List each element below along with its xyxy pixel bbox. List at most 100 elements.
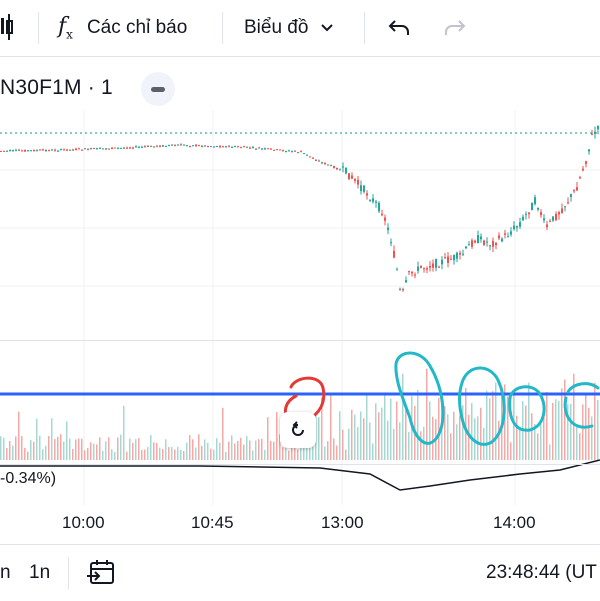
volume-bar bbox=[162, 448, 164, 460]
volume-bar bbox=[552, 402, 554, 460]
volume-bar bbox=[240, 437, 242, 460]
volume-bar bbox=[117, 437, 119, 460]
candle-body bbox=[495, 242, 497, 246]
candle-body bbox=[90, 148, 92, 150]
candle-body bbox=[246, 146, 248, 148]
candle-body bbox=[135, 146, 137, 148]
range-button[interactable]: n bbox=[0, 562, 11, 583]
volume-bar bbox=[321, 397, 323, 460]
candle-body bbox=[51, 149, 53, 151]
volume-bar bbox=[459, 415, 461, 460]
volume-bar bbox=[381, 407, 383, 460]
candle-body bbox=[213, 146, 215, 148]
candle-body bbox=[507, 236, 509, 238]
candle-body bbox=[372, 198, 374, 202]
volume-bar bbox=[528, 382, 530, 460]
volume-bar bbox=[213, 449, 215, 460]
annotation-drawings bbox=[283, 351, 600, 446]
candle-body bbox=[114, 147, 116, 149]
candle-body bbox=[408, 271, 410, 273]
candle-body bbox=[435, 259, 437, 268]
candle-body bbox=[156, 145, 158, 147]
calendar-goto-icon[interactable] bbox=[86, 545, 116, 601]
indicators-button[interactable]: fx Các chỉ báo bbox=[58, 0, 187, 56]
volume-bar bbox=[30, 440, 32, 460]
volume-bar bbox=[234, 443, 236, 460]
volume-bar bbox=[219, 442, 221, 460]
volume-bar bbox=[573, 373, 575, 460]
candle-body bbox=[195, 144, 197, 146]
volume-bar bbox=[57, 436, 59, 460]
candle-body bbox=[315, 160, 317, 162]
candle-body bbox=[228, 145, 230, 147]
candle-body bbox=[420, 265, 422, 268]
volume-bar bbox=[345, 449, 347, 460]
undo-icon[interactable] bbox=[386, 0, 412, 56]
candle-body bbox=[300, 151, 302, 153]
candle-body bbox=[222, 146, 224, 148]
volume-bar bbox=[24, 447, 26, 460]
volume-bar bbox=[390, 398, 392, 460]
volume-bar bbox=[45, 445, 47, 460]
candle-body bbox=[579, 177, 581, 179]
redo-icon[interactable] bbox=[442, 0, 468, 56]
candle-body bbox=[150, 145, 152, 147]
price-candles bbox=[0, 125, 599, 292]
candle-body bbox=[378, 202, 380, 212]
toolbar-divider bbox=[38, 12, 39, 44]
volume-bar bbox=[204, 439, 206, 460]
candle-body bbox=[558, 212, 560, 215]
volume-bar bbox=[237, 440, 239, 460]
candle-body bbox=[528, 212, 530, 215]
candle-body bbox=[483, 240, 485, 245]
volume-bar bbox=[594, 382, 596, 460]
candles-icon[interactable] bbox=[0, 0, 16, 56]
volume-bar bbox=[15, 436, 17, 460]
candle-body bbox=[117, 147, 119, 149]
volume-bar bbox=[567, 404, 569, 460]
candle-body bbox=[234, 146, 236, 148]
time-label: 10:00 bbox=[62, 513, 105, 532]
range-button-1n[interactable]: 1n bbox=[29, 562, 51, 583]
volume-bar bbox=[114, 451, 116, 460]
candle-body bbox=[525, 213, 527, 215]
volume-bar bbox=[462, 405, 464, 460]
candle-body bbox=[153, 146, 155, 148]
volume-bar bbox=[513, 395, 515, 460]
volume-bar bbox=[132, 442, 134, 460]
indicator-value: -0.34%) bbox=[0, 470, 57, 487]
candle-body bbox=[210, 146, 212, 148]
volume-bar bbox=[231, 435, 233, 460]
volume-bar bbox=[171, 446, 173, 460]
candle-body bbox=[255, 148, 257, 150]
candle-body bbox=[312, 157, 314, 159]
candle-body bbox=[417, 266, 419, 271]
chart-type-button[interactable]: Biểu đồ bbox=[244, 0, 334, 56]
pane-divider[interactable] bbox=[0, 340, 600, 341]
volume-bar bbox=[372, 443, 374, 460]
candle-body bbox=[249, 147, 251, 149]
volume-bar bbox=[3, 437, 5, 460]
candle-body bbox=[231, 146, 233, 148]
bottom-bar: n 1n 23:48:44 (UT bbox=[0, 544, 600, 601]
volume-bar bbox=[504, 384, 506, 460]
volume-bar bbox=[327, 441, 329, 460]
reset-icon[interactable] bbox=[280, 412, 316, 448]
candle-body bbox=[363, 185, 365, 192]
volume-bar bbox=[471, 402, 473, 460]
volume-bar bbox=[258, 439, 260, 460]
minus-icon[interactable] bbox=[141, 72, 175, 106]
volume-bar bbox=[561, 388, 563, 460]
symbol-title[interactable]: N30F1M · 1 bbox=[0, 76, 113, 99]
volume-bar bbox=[408, 432, 410, 460]
candle-body bbox=[531, 202, 533, 211]
candle-body bbox=[282, 150, 284, 152]
candle-body bbox=[345, 167, 347, 174]
candle-body bbox=[369, 200, 371, 202]
candle-body bbox=[438, 266, 440, 268]
candle-body bbox=[138, 146, 140, 148]
candle-body bbox=[561, 208, 563, 213]
volume-bar bbox=[75, 439, 77, 460]
candle-body bbox=[87, 149, 89, 151]
